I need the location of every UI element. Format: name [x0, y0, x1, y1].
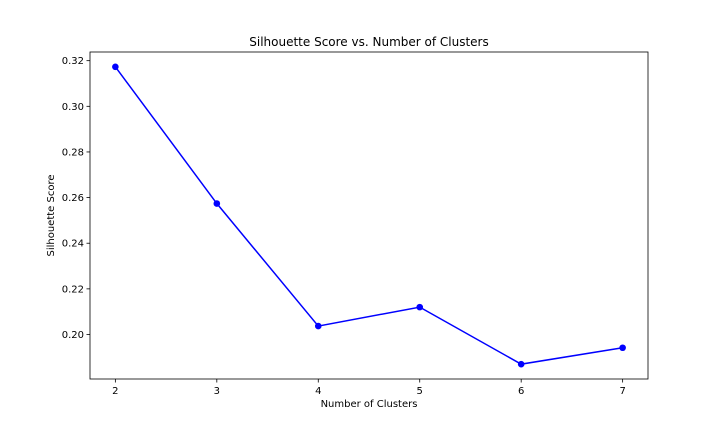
x-tick-label: 7 [619, 386, 625, 397]
chart-title: Silhouette Score vs. Number of Clusters [249, 35, 488, 49]
data-point [314, 322, 322, 330]
y-tick-label: 0.28 [62, 147, 84, 158]
y-axis-label: Silhouette Score [46, 174, 57, 256]
data-point [619, 344, 626, 352]
x-tick-label: 3 [214, 386, 220, 397]
data-point [213, 200, 221, 207]
x-axis: 2 3 4 5 6 7 [112, 379, 626, 397]
x-tick-label: 6 [518, 386, 524, 397]
y-axis: 0.20 0.22 0.24 0.26 0.28 0.30 0.32 [62, 56, 90, 341]
x-axis-label: Number of Clusters [321, 399, 418, 410]
plot-area [89, 51, 649, 380]
x-tick-label: 4 [315, 386, 321, 397]
data-point [112, 63, 119, 71]
series-line [114, 66, 623, 365]
y-tick-label: 0.32 [62, 56, 84, 67]
y-tick-label: 0.24 [62, 239, 84, 250]
y-tick-label: 0.30 [62, 102, 84, 113]
data-point [517, 360, 525, 368]
y-tick-label: 0.20 [62, 330, 84, 341]
y-tick-label: 0.26 [62, 193, 84, 204]
plot-frame [89, 51, 649, 380]
y-tick-label: 0.22 [62, 284, 84, 295]
x-tick-label: 2 [112, 386, 118, 397]
data-point [416, 303, 424, 311]
x-tick-label: 5 [417, 386, 423, 397]
series-group [112, 63, 626, 368]
